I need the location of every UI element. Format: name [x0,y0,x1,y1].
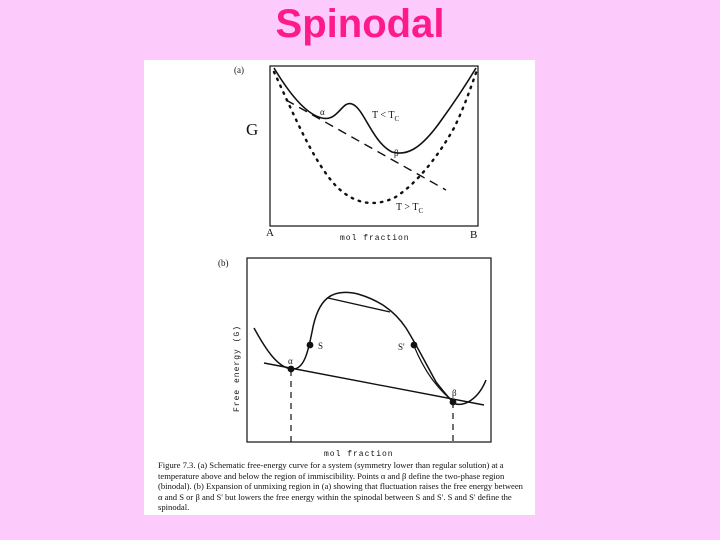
panel-b-xlabel: mol fraction [324,450,394,459]
t-below-tc-label: T < TC [372,110,400,123]
s-point-label: S [318,341,323,351]
figure-scan: (a) G α β T < TC T > TC A B mol fraction… [144,60,535,515]
beta-point-label-b: β [452,388,457,398]
panel-a-frame [269,65,479,227]
upper-chord-line [327,297,391,313]
figure-caption: Figure 7.3. (a) Schematic free-energy cu… [158,460,523,513]
alpha-point-label-b: α [288,356,293,366]
panel-a-xlabel: mol fraction [340,234,410,243]
g-axis-label: G [246,120,258,139]
t-above-tc-label: T > TC [396,202,424,215]
common-tangent-line [285,99,447,191]
panel-b-frame [246,257,492,443]
panel-a-tag: (a) [234,65,244,75]
panel-b-ylabel: Free energy (G) [233,325,242,412]
beta-point-label-a: β [394,148,399,158]
common-tangent-b [263,362,485,406]
slide-title: Spinodal [275,2,445,46]
s-point [306,341,314,349]
figure-diagram: (a) G α β T < TC T > TC A B mol fraction… [218,65,492,459]
beta-point-b [449,398,457,406]
curve-t-below-tc [273,67,477,154]
curve-t-above-tc [272,68,479,205]
s-prime-point [410,341,418,349]
end-member-b-label: B [470,229,477,241]
end-member-a-label: A [266,227,274,239]
alpha-point-label-a: α [320,107,325,117]
panel-b-tag: (b) [218,258,229,268]
alpha-point-b [287,365,295,373]
s-prime-point-label: S' [398,342,405,352]
free-energy-curve-branch [413,345,457,405]
